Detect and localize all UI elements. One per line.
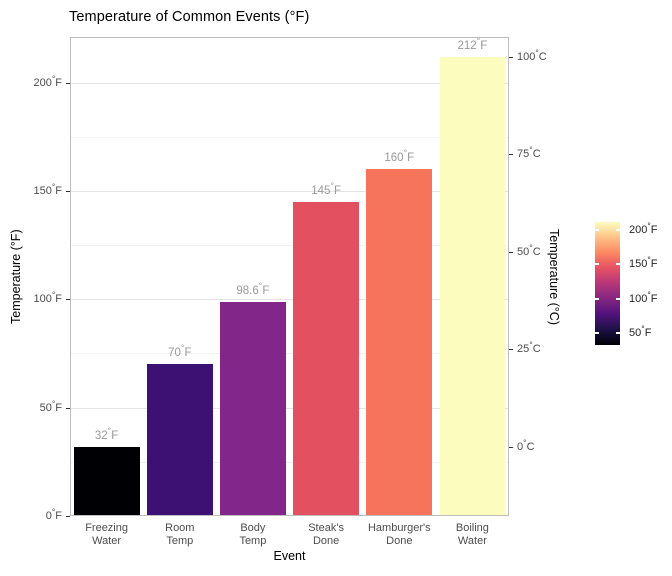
bar-value-label: 32°F — [94, 425, 119, 442]
y-axis-label-right: 100°C — [517, 46, 547, 63]
y-axis-tick-right — [509, 251, 513, 253]
gridline-minor — [70, 353, 509, 355]
legend-tick-left — [595, 263, 599, 266]
y-axis-tick-left — [66, 299, 70, 301]
bar-value-label: 98.6°F — [236, 281, 270, 298]
bar-value-label: 160°F — [384, 148, 415, 165]
chart-title: Temperature of Common Events (°F) — [69, 9, 310, 25]
bar-body-temp — [220, 302, 286, 516]
x-axis-label-room-temp: Room Temp — [165, 522, 195, 547]
legend-tick-right — [616, 263, 620, 266]
gridline-major — [70, 299, 509, 301]
y-axis-tick-right — [509, 446, 513, 448]
bar-freezing-water — [73, 446, 140, 516]
gridline-minor — [70, 461, 509, 463]
legend-colorbar — [595, 222, 620, 345]
y-axis-tick-right — [509, 349, 513, 351]
legend-tick-left — [595, 229, 599, 232]
legend-label: 100°F — [629, 288, 658, 305]
legend-tick-left — [595, 297, 599, 300]
x-axis-label-hamburger-s-done: Hamburger's Done — [367, 522, 431, 547]
y-axis-label-left: 50°F — [39, 397, 62, 414]
bar-steak-s-done — [293, 201, 360, 516]
bar-value-label: 145°F — [311, 180, 341, 197]
y-axis-title-fahrenheit: Temperature (°F) — [9, 229, 23, 324]
gridline-major — [70, 82, 509, 84]
x-axis-title: Event — [273, 549, 306, 563]
y-axis-label-right: 25°C — [517, 339, 541, 356]
x-axis-label-body-temp: Body Temp — [239, 522, 267, 547]
gridline-major — [70, 190, 509, 192]
x-axis-label-boiling-water: Boiling Water — [455, 522, 489, 547]
legend-label: 200°F — [629, 220, 658, 237]
legend-tick-left — [595, 331, 599, 334]
bar-boiling-water — [439, 56, 506, 516]
y-axis-label-left: 150°F — [33, 181, 62, 197]
bar-hamburger-s-done — [366, 169, 433, 516]
bar-value-label: 70°F — [168, 343, 192, 360]
gridline-minor — [70, 245, 509, 247]
legend-tick-right — [616, 297, 620, 300]
legend-label: 50°F — [629, 323, 652, 339]
y-axis-title-celsius: Temperature (°C) — [547, 228, 561, 325]
y-axis-label-left: 100°F — [33, 289, 62, 306]
plot-panel — [70, 37, 509, 516]
legend-label: 150°F — [629, 254, 658, 271]
y-axis-tick-left — [66, 516, 70, 517]
y-axis-tick-left — [66, 407, 70, 409]
x-axis-label-freezing-water: Freezing Water — [85, 522, 128, 547]
legend-tick-right — [616, 331, 620, 334]
y-axis-tick-left — [66, 82, 70, 84]
y-axis-label-right: 0°C — [517, 436, 535, 453]
y-axis-label-right: 50°C — [517, 241, 541, 258]
gridline-major — [70, 407, 509, 409]
x-axis-label-steak-s-done: Steak's Done — [308, 522, 344, 547]
bar-value-label: 212°F — [457, 35, 488, 52]
legend-tick-right — [616, 229, 620, 232]
y-axis-label-right: 75°C — [517, 144, 541, 160]
gridline-minor — [70, 136, 509, 138]
y-axis-tick-right — [509, 56, 513, 58]
y-axis-tick-left — [66, 190, 70, 192]
bar-room-temp — [146, 364, 213, 516]
y-axis-tick-right — [509, 154, 513, 155]
y-axis-label-left: 0°F — [45, 506, 62, 522]
y-axis-label-left: 200°F — [33, 72, 62, 89]
